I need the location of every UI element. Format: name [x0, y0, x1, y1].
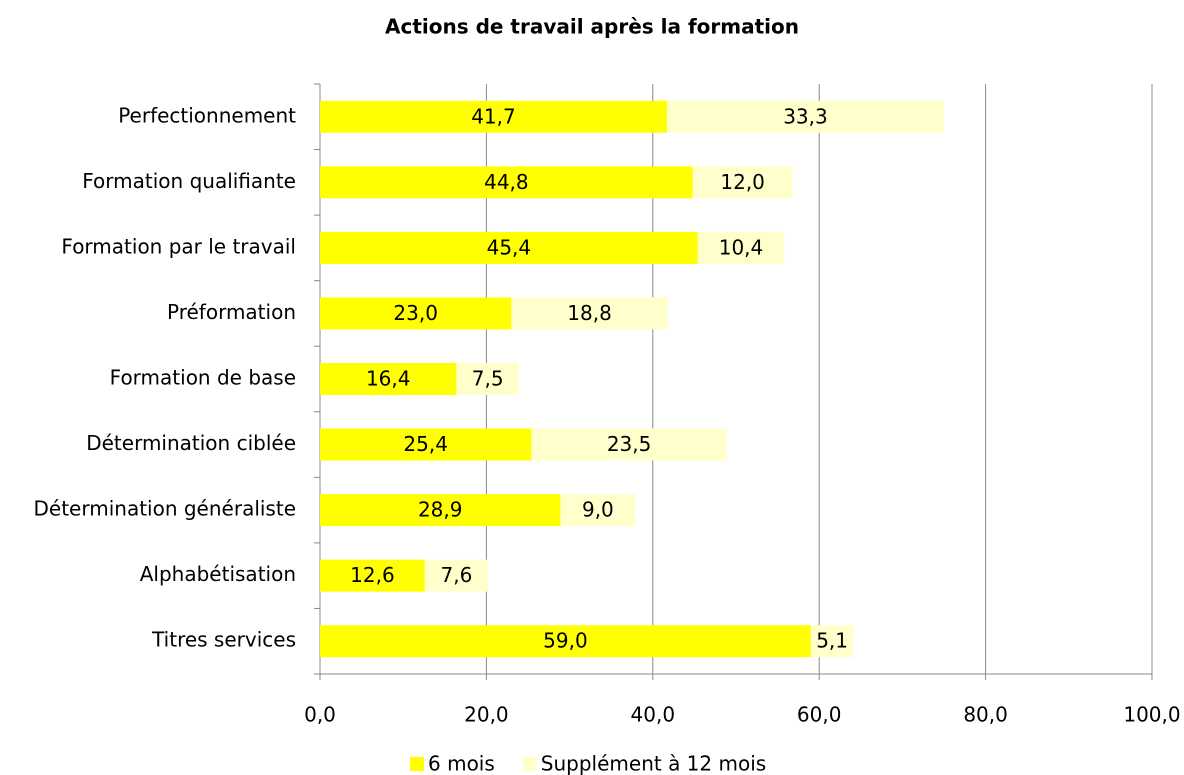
bar: [456, 363, 519, 395]
data-label: 12,0: [720, 170, 765, 194]
data-label: 7,6: [441, 563, 473, 587]
bar: [320, 428, 532, 461]
y-tick-label: Préformation: [167, 300, 296, 324]
bar: [320, 494, 561, 527]
bar: [424, 559, 489, 592]
x-tick-label: 40,0: [631, 703, 676, 727]
data-label: 59,0: [543, 629, 588, 653]
data-label: 28,9: [418, 498, 463, 522]
data-label: 23,5: [607, 432, 652, 456]
bar: [560, 494, 636, 527]
data-label: 18,8: [567, 301, 612, 325]
data-label: 10,4: [719, 235, 764, 259]
bar: [692, 166, 793, 199]
legend-label: 6 mois: [428, 752, 495, 775]
x-tick-label: 60,0: [797, 703, 842, 727]
y-tick-label: Titres services: [151, 628, 296, 652]
y-tick-label: Détermination généraliste: [34, 497, 297, 521]
data-label: 5,1: [816, 629, 848, 653]
bar: [320, 625, 811, 658]
data-label: 25,4: [403, 432, 448, 456]
data-label: 9,0: [582, 498, 614, 522]
bar: [511, 297, 668, 330]
x-tick-label: 100,0: [1123, 703, 1180, 727]
bar: [666, 100, 944, 133]
bar: [320, 100, 667, 133]
legend-label: Supplément à 12 mois: [541, 752, 766, 775]
data-label: 45,4: [487, 235, 532, 259]
x-tick-label: 80,0: [963, 703, 1008, 727]
bar: [320, 297, 512, 330]
y-tick-label: Perfectionnement: [118, 103, 296, 127]
data-label: 41,7: [471, 104, 516, 128]
data-label: 33,3: [783, 104, 828, 128]
data-label: 12,6: [350, 563, 395, 587]
y-tick-label: Formation de base: [110, 366, 296, 390]
bar: [810, 625, 854, 658]
data-label: 16,4: [366, 367, 411, 391]
x-tick-label: 20,0: [464, 703, 509, 727]
legend-swatch: [522, 757, 537, 771]
bar: [320, 231, 698, 264]
legend-swatch: [410, 757, 424, 771]
bar: [320, 559, 425, 592]
bar: [320, 166, 693, 199]
y-tick-label: Détermination ciblée: [86, 431, 296, 455]
bar: [531, 428, 727, 461]
y-tick-label: Formation qualifiante: [82, 169, 296, 193]
data-label: 44,8: [484, 170, 529, 194]
bar: [697, 231, 785, 264]
bar: [320, 363, 457, 395]
x-tick-label: 0,0: [304, 703, 336, 727]
chart-title: Actions de travail après la formation: [385, 15, 799, 39]
y-tick-label: Formation par le travail: [61, 234, 296, 258]
y-tick-label: Alphabétisation: [140, 562, 296, 586]
data-label: 23,0: [393, 301, 438, 325]
data-label: 7,5: [472, 367, 504, 391]
